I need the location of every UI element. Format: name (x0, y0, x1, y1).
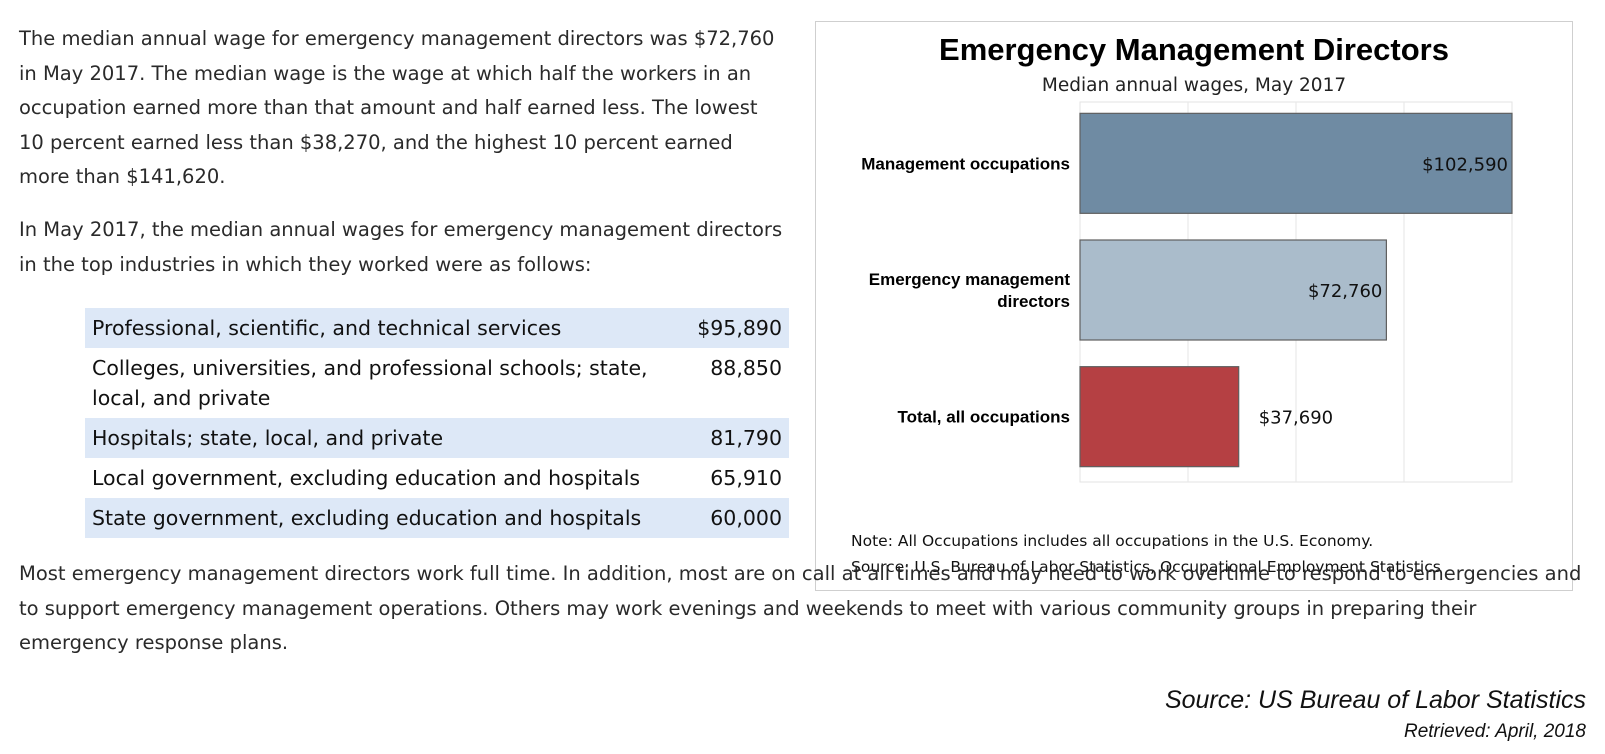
chart-subtitle: Median annual wages, May 2017 (1041, 75, 1347, 96)
table-row: Hospitals; state, local, and private 81,… (85, 418, 789, 458)
wage-cell: 88,850 (710, 356, 782, 380)
wage-cell: $95,890 (683, 308, 789, 348)
table-row: State government, excluding education an… (85, 498, 789, 538)
bar (1079, 366, 1240, 468)
chart-note: Note: All Occupations includes all occup… (851, 532, 1374, 550)
chart-source: Source: U.S. Bureau of Labor Statistics,… (851, 558, 1441, 576)
paragraph-work-schedule: Most emergency management directors work… (19, 562, 1582, 654)
chart-title: Emergency Management Directors (939, 32, 1449, 67)
industry-name-cell: Colleges, universities, and professional… (92, 356, 648, 410)
wage-chart-panel: Emergency Management Directors Median an… (815, 21, 1573, 591)
bar (1079, 112, 1513, 214)
bar (1079, 239, 1387, 341)
bar-chart: Management occupations $102,590 Emergency … (861, 101, 1513, 483)
table-row: Professional, scientific, and technical … (85, 308, 789, 348)
wage-cell: 81,790 (683, 418, 789, 458)
attribution-retrieved-date: Retrieved: April, 2018 (1403, 721, 1586, 742)
industry-name-cell: Hospitals; state, local, and private (85, 418, 683, 458)
wage-cell: 60,000 (683, 498, 789, 538)
category-label: Total, all occupations (897, 408, 1070, 427)
industry-name-cell: State government, excluding education an… (85, 498, 683, 538)
value-label: $37,690 (1259, 408, 1333, 429)
industry-name-cell: Professional, scientific, and technical … (85, 308, 683, 348)
paragraph-median-wage: The median annual wage for emergency man… (19, 27, 775, 188)
category-label: Emergency management directors (869, 270, 1071, 311)
wage-cell: 65,910 (710, 466, 782, 490)
value-label: $102,590 (1422, 154, 1508, 175)
value-label: $72,760 (1308, 281, 1382, 302)
industry-wages-table: Professional, scientific, and technical … (85, 308, 789, 538)
table-row: Local government, excluding education an… (85, 458, 789, 498)
paragraph-top-industries-intro: In May 2017, the median annual wages for… (19, 218, 783, 276)
attribution-source: Source: US Bureau of Labor Statistics (1164, 686, 1586, 714)
table-row: Colleges, universities, and professional… (85, 348, 789, 418)
category-label: Management occupations (861, 154, 1070, 173)
industry-name-cell: Local government, excluding education an… (92, 466, 641, 490)
